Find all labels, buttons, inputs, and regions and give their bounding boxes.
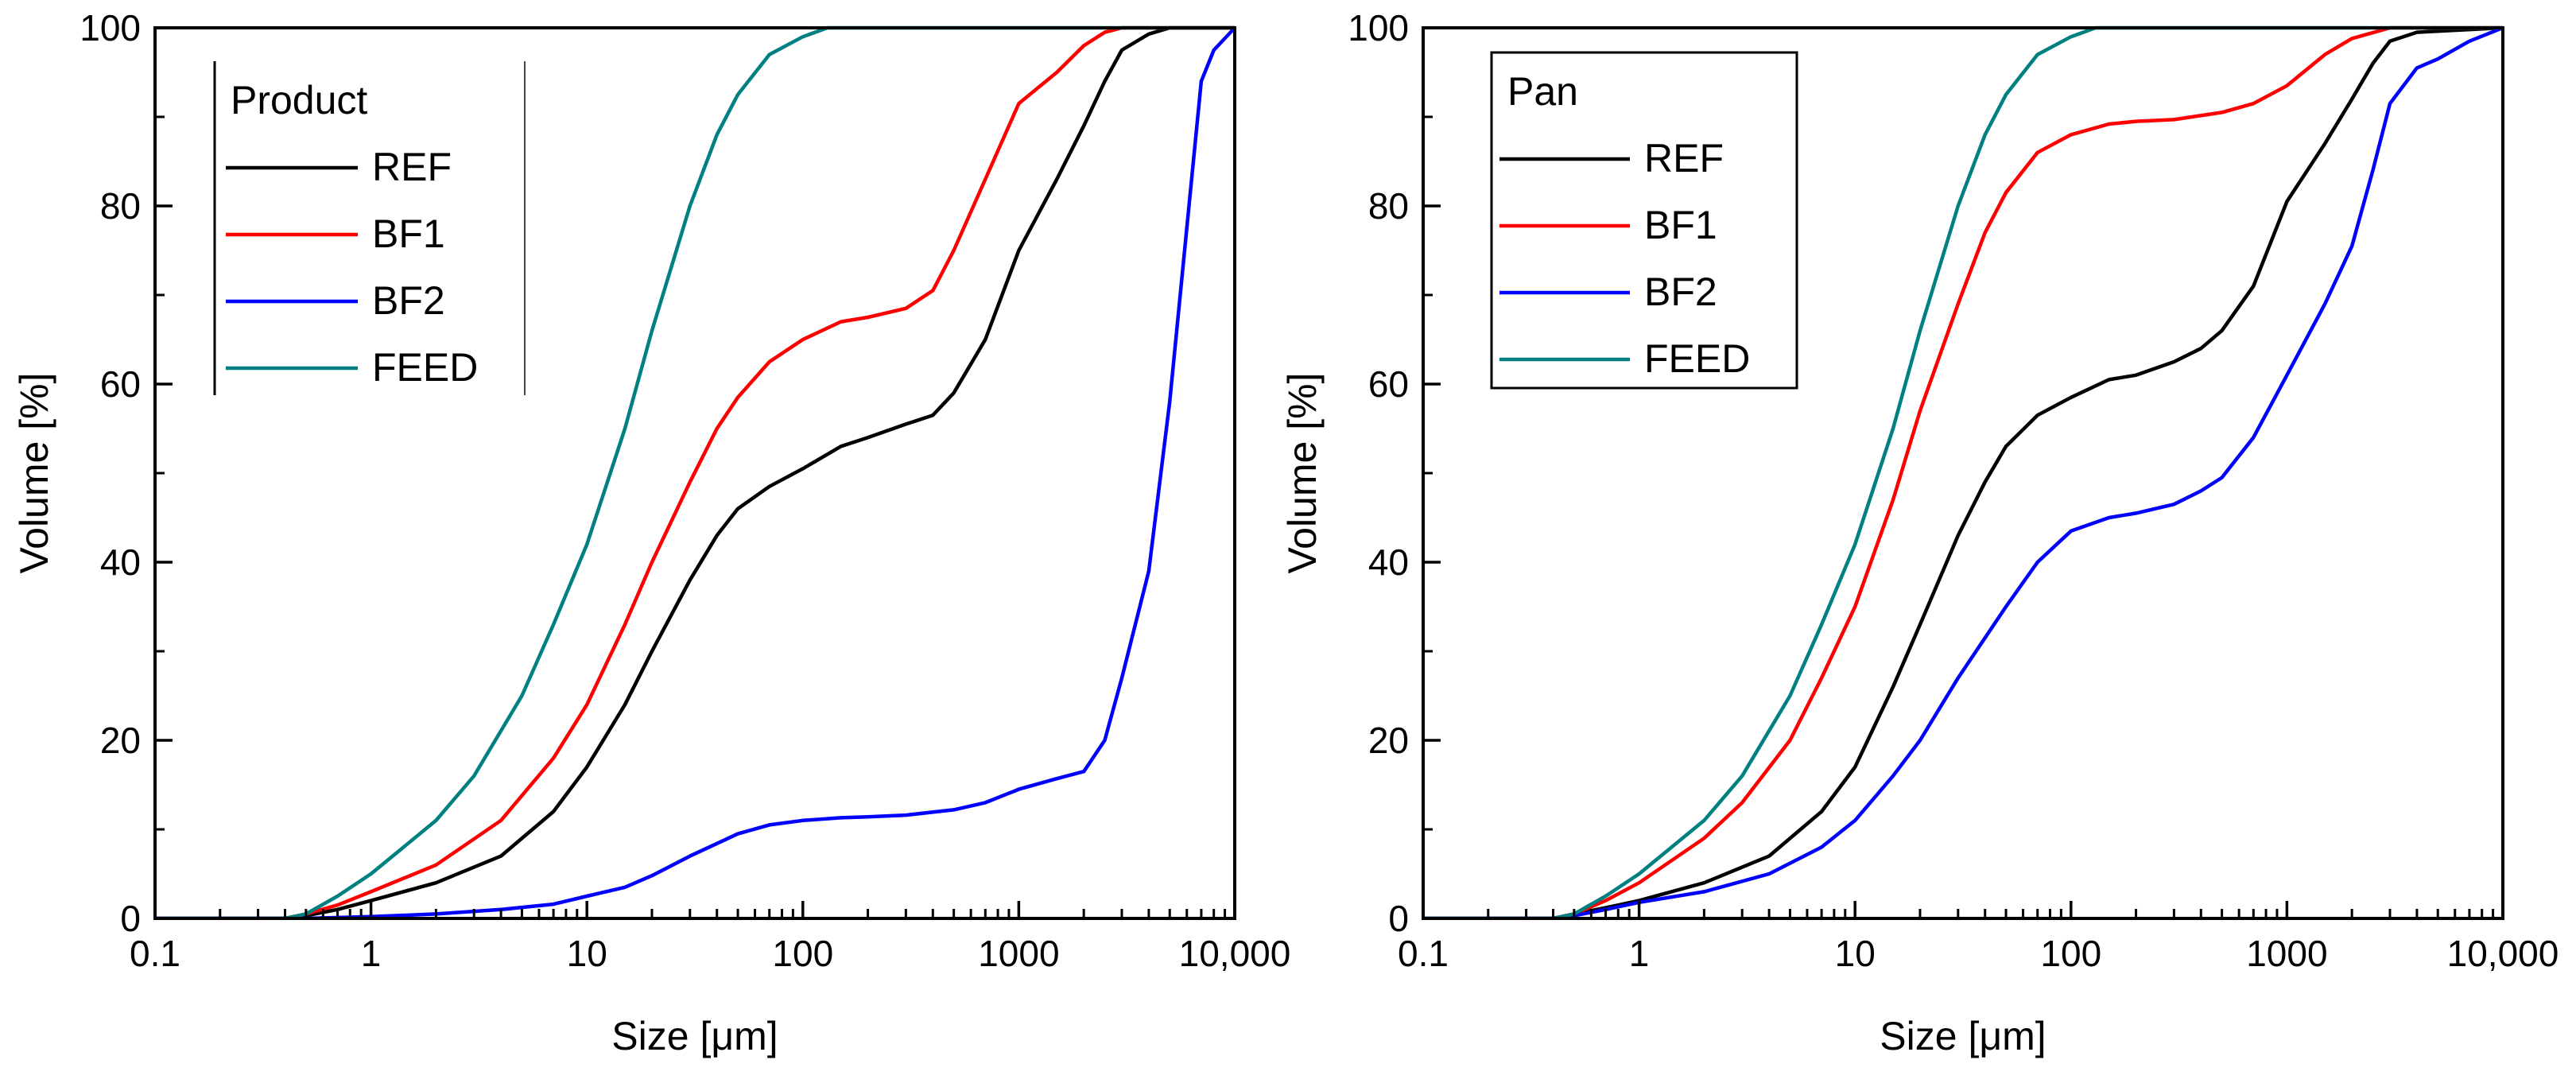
series-line-ref <box>1423 25 2503 918</box>
series-line-bf1 <box>155 25 1235 918</box>
series-line-bf1 <box>1423 25 2503 918</box>
y-tick-label: 20 <box>100 720 141 761</box>
y-axis-title: Volume [%] <box>12 373 56 574</box>
x-tick-label: 1000 <box>2246 933 2327 974</box>
series-line-feed <box>155 25 1235 918</box>
x-tick-label: 0.1 <box>130 933 180 974</box>
legend-title: Product <box>231 78 367 122</box>
series-line-bf2 <box>155 26 1235 918</box>
legend-label-bf1: BF1 <box>372 212 445 256</box>
y-tick-label: 40 <box>100 542 141 583</box>
y-tick-label: 60 <box>1368 363 1409 405</box>
x-tick-label: 100 <box>2040 933 2101 974</box>
x-axis-title: Size [μm] <box>611 1014 778 1058</box>
x-tick-label: 10,000 <box>1179 933 1291 974</box>
y-tick-label: 40 <box>1368 542 1409 583</box>
x-tick-label: 1 <box>1629 933 1650 974</box>
y-tick-label: 20 <box>1368 720 1409 761</box>
chart-panel-2: 0.1 1 10 100 1000 10,000 0 20 40 60 80 100 Size [μm]… <box>1280 7 2559 1058</box>
x-tick-label: 100 <box>772 933 833 974</box>
x-tick-label: 1000 <box>978 933 1059 974</box>
y-tick-label: 100 <box>80 7 141 49</box>
legend-label-bf2: BF2 <box>372 278 445 323</box>
series-line-bf2 <box>1423 25 2503 918</box>
x-tick-label: 10 <box>1835 933 1876 974</box>
x-tick-label: 10,000 <box>2447 933 2559 974</box>
y-axis-title: Volume [%] <box>1280 373 1325 574</box>
legend-label-ref: REF <box>372 145 452 189</box>
legend-box <box>1490 51 1798 390</box>
legend-label-feed: FEED <box>372 345 478 390</box>
x-axis-title: Size [μm] <box>1880 1014 2046 1058</box>
series-line-ref <box>155 25 1235 918</box>
x-tick-label: 1 <box>361 933 382 974</box>
legend-label-ref: REF <box>1644 136 1724 181</box>
chart-panel-1: 0.1 1 10 100 1000 10,000 0 20 40 60 80 100 Size [μm]… <box>12 7 1290 1058</box>
legend: Pan REF BF1 BF2 FEED <box>1490 51 1798 390</box>
y-tick-label: 80 <box>1368 185 1409 227</box>
legend-label-bf1: BF1 <box>1644 203 1717 247</box>
legend-title: Pan <box>1507 69 1578 114</box>
y-tick-label: 0 <box>1388 898 1409 939</box>
series-line-feed <box>1423 25 2503 918</box>
y-tick-label: 60 <box>100 363 141 405</box>
x-tick-label: 0.1 <box>1398 933 1449 974</box>
y-tick-label: 0 <box>120 898 141 939</box>
legend-label-bf2: BF2 <box>1644 270 1717 314</box>
y-tick-label: 100 <box>1348 7 1409 49</box>
y-tick-label: 80 <box>100 185 141 227</box>
x-tick-label: 10 <box>567 933 607 974</box>
legend-label-feed: FEED <box>1644 336 1750 381</box>
